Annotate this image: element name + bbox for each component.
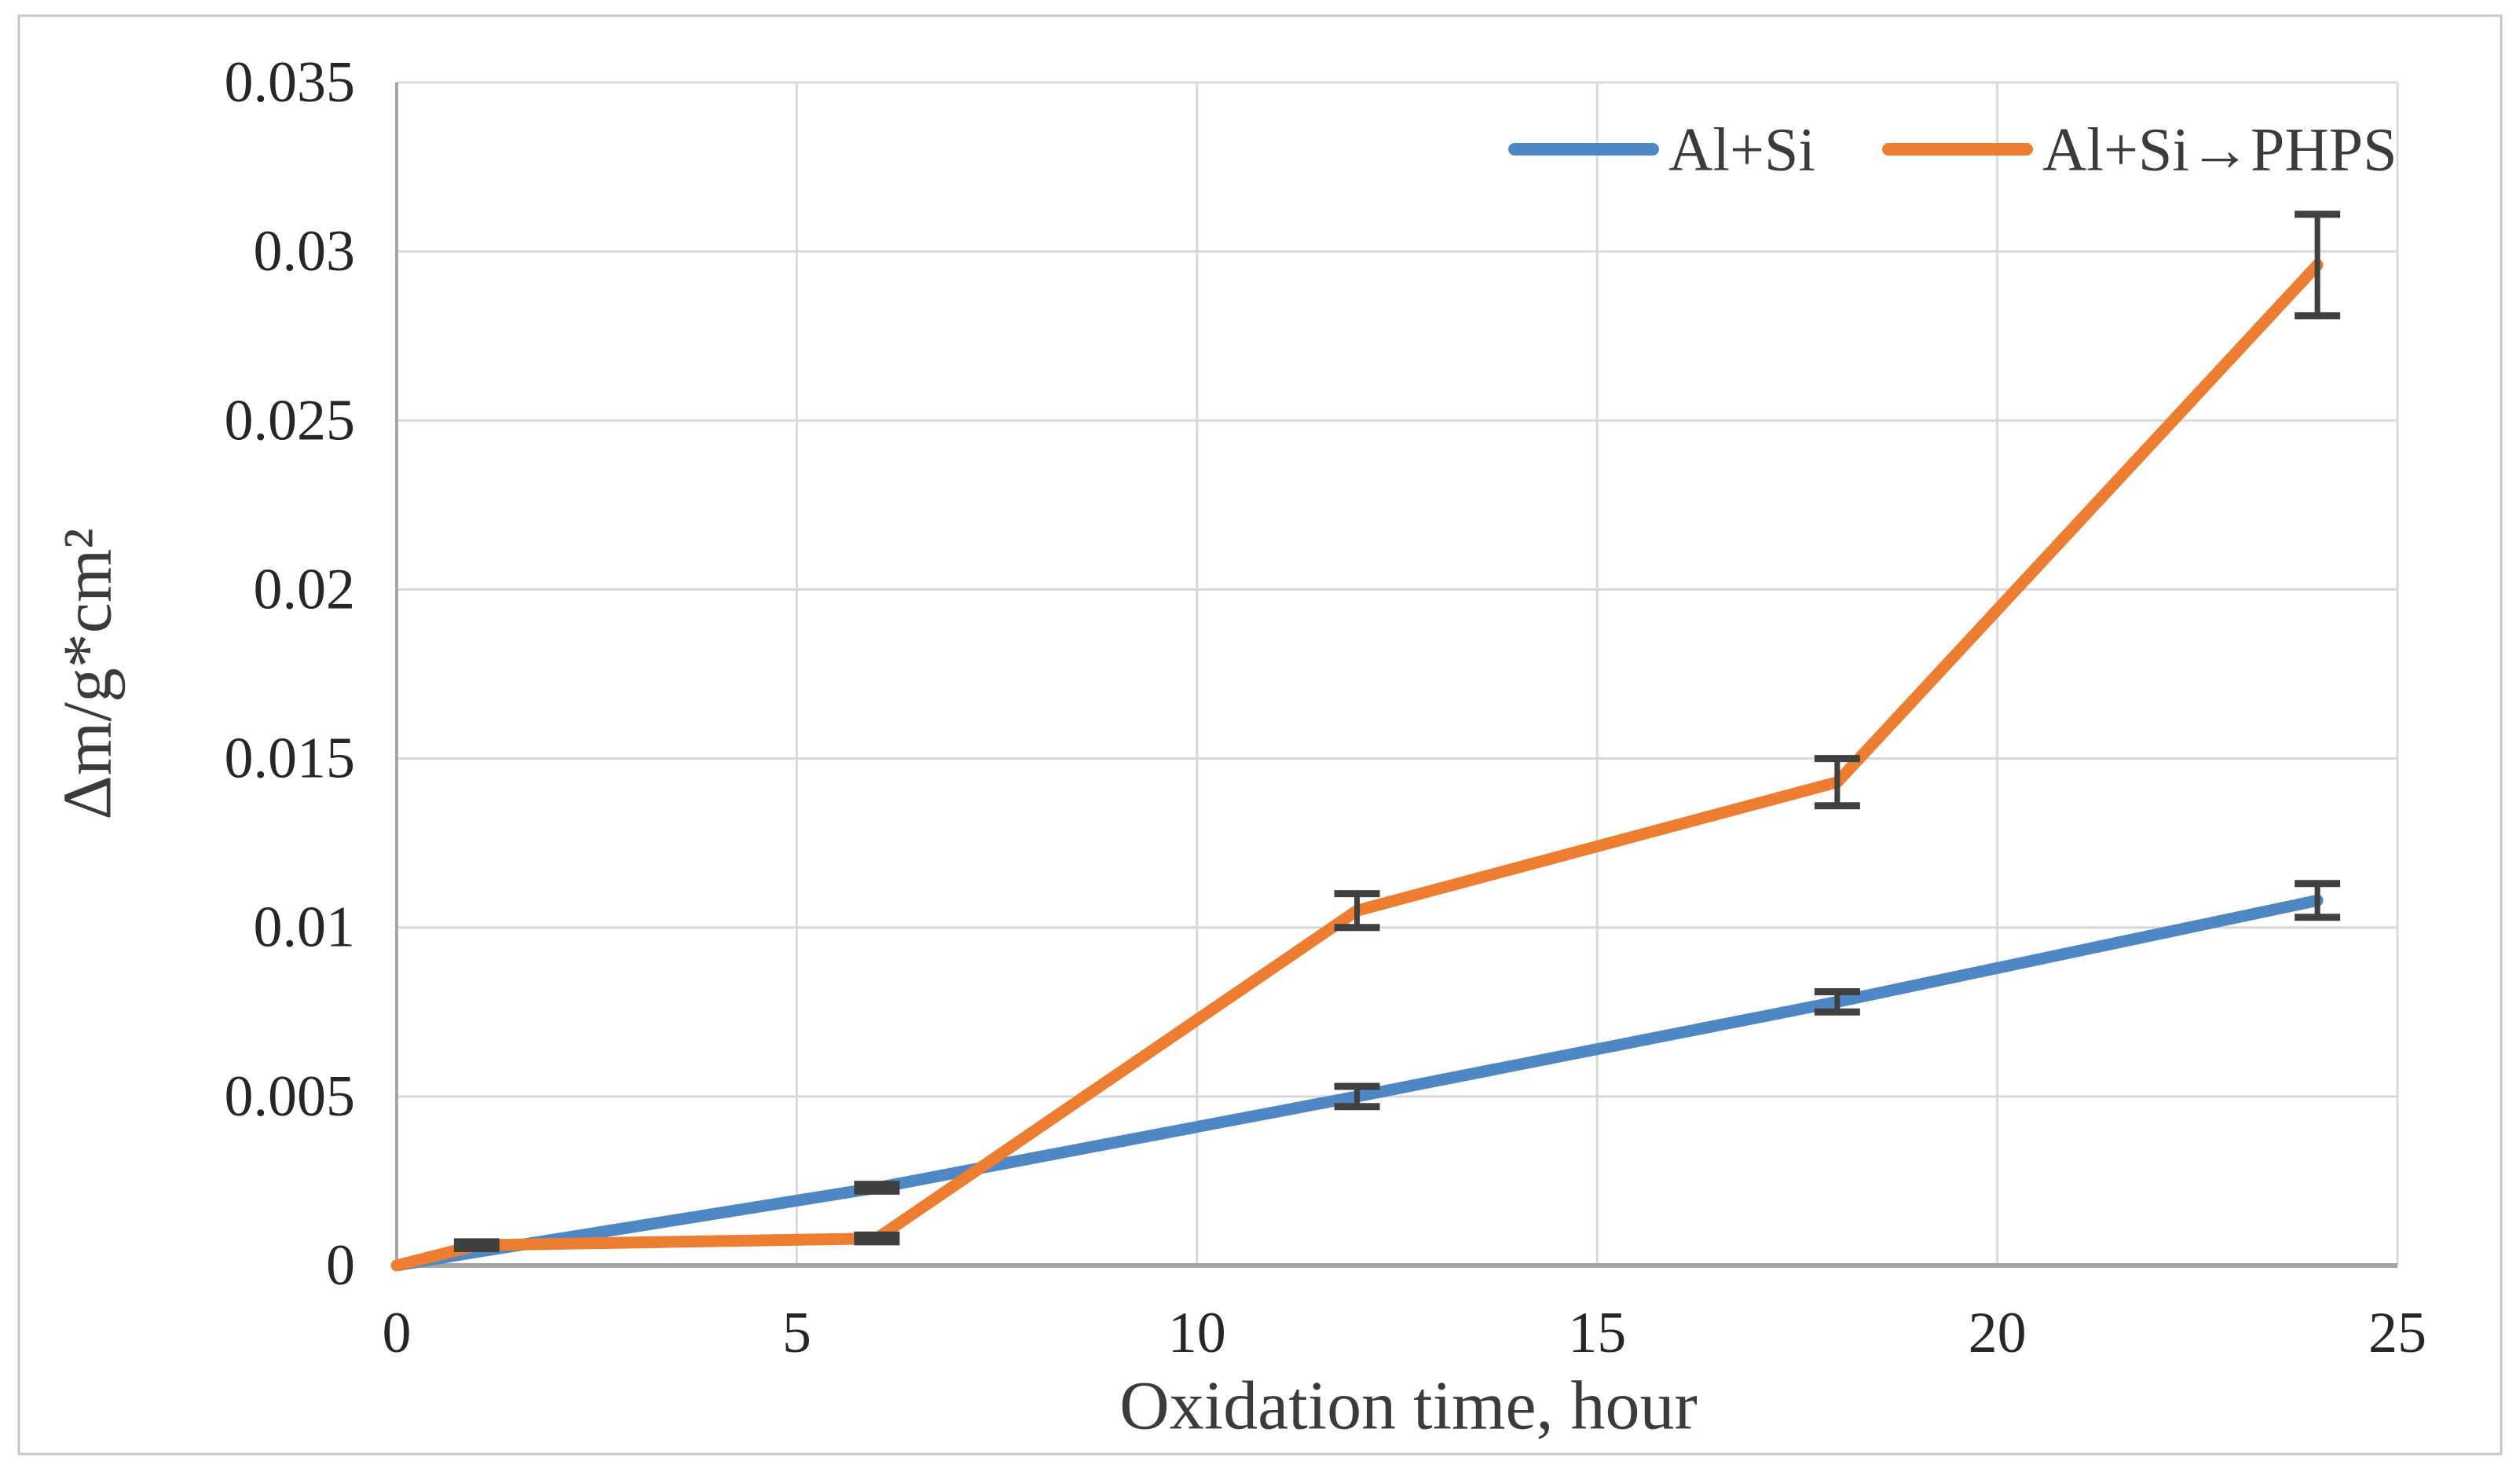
y-tick-label: 0 [326, 1233, 355, 1298]
axis-lines [395, 82, 2397, 1268]
y-tick-label: 0.035 [225, 50, 356, 115]
tick-labels: 0 0.005 0.01 0.015 0.02 0.025 0.03 0.035 0 5 10 15 2… [225, 50, 2427, 1365]
series-line-al-si-phps [390, 258, 2324, 1272]
figure-border [17, 14, 2503, 1456]
legend: Al+Si Al+Si→PHPS [1508, 115, 2397, 184]
x-tick-label: 15 [1568, 1301, 1626, 1365]
y-tick-label: 0.01 [254, 895, 356, 960]
y-tick-label: 0.025 [225, 388, 356, 452]
gridlines [397, 81, 2399, 1265]
legend-label-al-si-phps: Al+Si→PHPS [2042, 115, 2397, 184]
y-tick-label: 0.02 [254, 557, 356, 621]
x-tick-label: 5 [782, 1301, 811, 1365]
series-lines [390, 258, 2324, 1272]
error-bars [453, 211, 2341, 1252]
legend-label-al-si: Al+Si [1668, 115, 1815, 184]
y-tick-label: 0.03 [254, 219, 356, 284]
x-tick-label: 25 [2368, 1301, 2427, 1365]
x-tick-label: 10 [1168, 1301, 1226, 1365]
y-axis-title: Δm/g*cm² [50, 528, 126, 819]
x-tick-label: 0 [383, 1301, 412, 1365]
y-tick-label: 0.005 [225, 1064, 356, 1129]
x-tick-label: 20 [1969, 1301, 2027, 1365]
x-axis-title: Oxidation time, hour [1119, 1368, 1698, 1445]
y-tick-label: 0.015 [225, 727, 356, 791]
